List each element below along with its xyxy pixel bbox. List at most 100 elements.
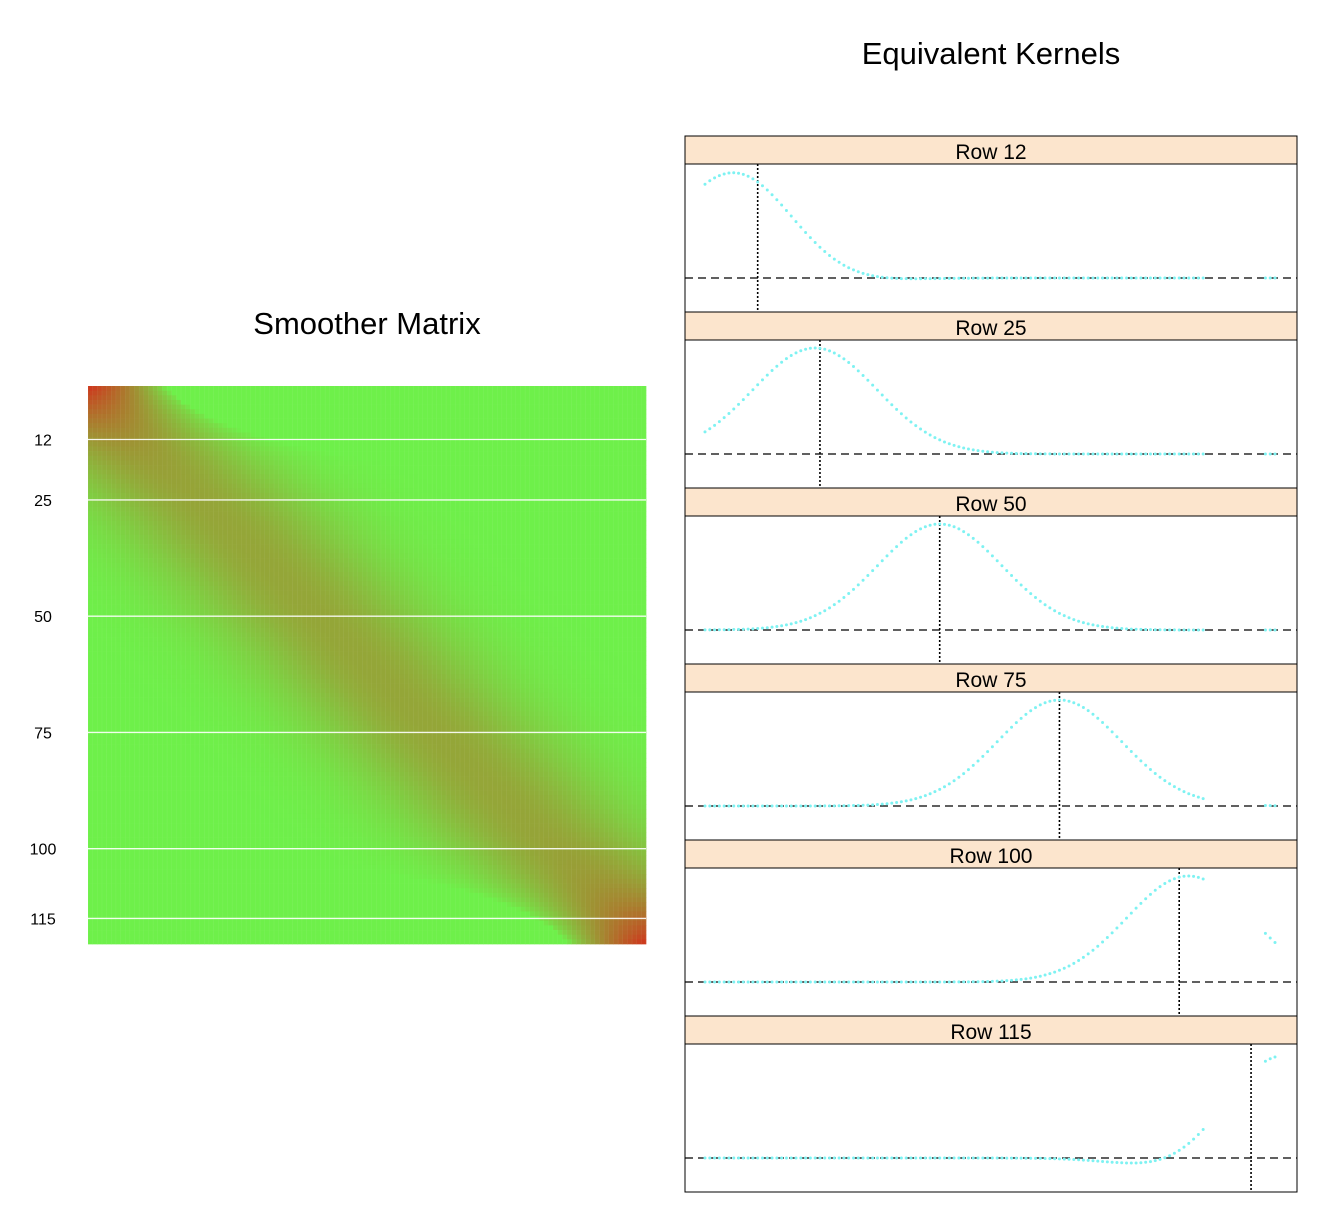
heatmap-cell (329, 479, 335, 484)
heatmap-cell (464, 427, 470, 433)
heatmap-cell (422, 399, 428, 405)
heatmap-cell (250, 548, 256, 554)
heatmap-cell (613, 395, 619, 401)
heatmap-cell (339, 432, 345, 438)
heatmap-cell (222, 511, 228, 517)
heatmap-cell (362, 479, 368, 484)
heatmap-cell (148, 474, 154, 480)
heatmap-cell (455, 492, 461, 498)
heatmap-cell (204, 539, 210, 545)
heatmap-cell (576, 474, 582, 480)
heatmap-cell (557, 465, 563, 471)
heatmap-cell (636, 446, 642, 452)
heatmap-cell (339, 488, 345, 494)
heatmap-cell (334, 572, 340, 577)
heatmap-cell (143, 423, 149, 429)
heatmap-cell (185, 558, 191, 564)
heatmap-cell (432, 418, 438, 424)
heatmap-cell (329, 455, 335, 461)
heatmap-cell (115, 506, 121, 512)
heatmap-cell (315, 451, 321, 457)
heatmap-cell (441, 479, 447, 484)
heatmap-cell (460, 427, 465, 433)
heatmap-cell (153, 506, 159, 512)
heatmap-cell (106, 506, 112, 512)
heatmap-cell (432, 511, 438, 517)
heatmap-cell (115, 418, 121, 424)
heatmap-cell (264, 451, 270, 457)
heatmap-cell (204, 479, 210, 484)
heatmap-cell (511, 548, 517, 554)
heatmap-cell (520, 423, 526, 429)
heatmap-cell (553, 572, 558, 577)
heatmap-cell (297, 539, 303, 545)
heatmap-cell (171, 418, 177, 424)
heatmap-cell (88, 455, 93, 461)
heatmap-cell (511, 418, 517, 424)
heatmap-cell (446, 544, 452, 550)
heatmap-cell (236, 553, 242, 559)
heatmap-cell (88, 483, 93, 489)
heatmap-cell (115, 423, 121, 429)
heatmap-cell (218, 492, 224, 498)
heatmap-cell (487, 404, 493, 410)
heatmap-cell (334, 483, 340, 489)
heatmap-cell (222, 460, 228, 466)
heatmap-cell (129, 451, 135, 457)
heatmap-cell (511, 432, 517, 438)
heatmap-cell (227, 544, 233, 550)
heatmap-cell (227, 525, 233, 531)
heatmap-cell (325, 506, 331, 512)
heatmap-cell (278, 506, 284, 512)
heatmap-cell (148, 465, 154, 471)
heatmap-cell (487, 479, 493, 484)
heatmap-cell (274, 404, 279, 410)
heatmap-cell (232, 404, 238, 410)
heatmap-cell (241, 516, 247, 522)
heatmap-cell (362, 451, 368, 457)
heatmap-cell (562, 553, 568, 559)
heatmap-cell (339, 562, 345, 568)
heatmap-cell (604, 469, 610, 475)
heatmap-cell (241, 502, 247, 508)
heatmap-cell (441, 432, 447, 438)
heatmap-cell (539, 525, 545, 531)
heatmap-cell (562, 539, 568, 545)
heatmap-cell (473, 418, 479, 424)
heatmap-cell (278, 418, 284, 424)
heatmap-cell (301, 534, 307, 540)
heatmap-cell (506, 553, 512, 559)
heatmap-cell (357, 409, 363, 415)
heatmap-cell (115, 441, 121, 447)
heatmap-cell (367, 465, 372, 471)
heatmap-cell (232, 539, 238, 545)
heatmap-cell (515, 460, 521, 466)
heatmap-cell (236, 576, 242, 582)
heatmap-cell (241, 451, 247, 457)
heatmap-cell (464, 544, 470, 550)
heatmap-cell (613, 479, 619, 484)
heatmap-cell (576, 413, 582, 419)
heatmap-cell (287, 413, 293, 419)
heatmap-cell (157, 432, 163, 438)
heatmap-cell (339, 474, 345, 480)
heatmap-cell (571, 451, 577, 457)
heatmap-cell (627, 511, 633, 517)
heatmap-cell (148, 399, 154, 405)
heatmap-cell (422, 474, 428, 480)
heatmap-cell (436, 502, 442, 508)
heatmap-cell (487, 488, 493, 494)
heatmap-cell (367, 451, 372, 457)
heatmap-cell (580, 427, 586, 433)
heatmap-cell (157, 576, 163, 582)
heatmap-cell (529, 534, 535, 540)
heatmap-cell (204, 469, 210, 475)
heatmap-cell (353, 539, 359, 545)
heatmap-cell (497, 446, 503, 452)
heatmap-cell (604, 502, 610, 508)
heatmap-cell (557, 548, 563, 554)
heatmap-cell (236, 446, 242, 452)
heatmap-cell (408, 544, 414, 550)
heatmap-cell (232, 492, 238, 498)
heatmap-cell (283, 572, 289, 577)
